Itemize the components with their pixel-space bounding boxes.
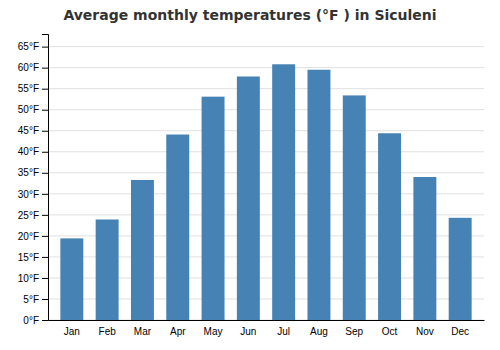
bar [202, 97, 225, 320]
bar [378, 133, 401, 320]
tick-label: 65°F [18, 41, 39, 52]
x-tick: Oct [382, 326, 398, 337]
bar [413, 177, 436, 320]
tick-label: 25°F [18, 210, 39, 221]
tick-label: Oct [382, 326, 398, 337]
bar [166, 135, 189, 320]
grid-line [48, 67, 484, 68]
tick-mark [42, 236, 48, 237]
y-tick: 10°F [18, 273, 48, 284]
tick-label: Dec [451, 326, 469, 337]
bar [60, 238, 83, 320]
tick-label: 10°F [18, 273, 39, 284]
x-tick: Feb [99, 326, 117, 337]
tick-mark [42, 320, 48, 321]
tick-label: Sep [345, 326, 363, 337]
x-tick: Jul [277, 326, 290, 337]
tick-label: 35°F [18, 167, 39, 178]
tick-label: Aug [310, 326, 328, 337]
y-tick: 60°F [18, 62, 48, 73]
tick-label: 55°F [18, 83, 39, 94]
grid-line [48, 46, 484, 47]
chart-container: 0°F 5°F 10°F 15°F 20°F 25°F 30°F 35°F 40°F 45°F 50… [0, 0, 500, 350]
plot: 0°F 5°F 10°F 15°F 20°F 25°F 30°F 35°F 40°F 45°F 50… [18, 35, 485, 338]
y-tick: 50°F [18, 104, 48, 115]
grid [48, 47, 484, 320]
tick-label: 50°F [18, 104, 39, 115]
grid-line [48, 109, 484, 110]
tick-mark [42, 257, 48, 258]
tick-mark [42, 194, 48, 195]
tick-mark [42, 215, 48, 216]
y-tick: 40°F [18, 146, 48, 157]
bar [237, 76, 260, 320]
bar [131, 180, 154, 320]
tick-mark [42, 299, 48, 300]
chart-svg: 0°F 5°F 10°F 15°F 20°F 25°F 30°F 35°F 40°F 45°F 50… [0, 0, 500, 350]
y-tick: 30°F [18, 189, 48, 200]
y-tick: 35°F [18, 167, 48, 178]
tick-label: 30°F [18, 189, 39, 200]
tick-label: Jan [64, 326, 80, 337]
x-tick: Nov [416, 326, 434, 337]
x-axis: Jan Feb Mar Apr May Jun Jul Aug Sep Oct Nov Dec [49, 321, 485, 338]
tick-label: 5°F [23, 294, 39, 305]
tick-label: Nov [416, 326, 434, 337]
tick-mark [42, 173, 48, 174]
axis-domain [49, 320, 485, 321]
tick-label: Apr [170, 326, 186, 337]
x-tick: Dec [451, 326, 469, 337]
tick-label: 60°F [18, 62, 39, 73]
tick-label: Jul [277, 326, 290, 337]
title: Average monthly temperatures (°F ) in Si… [63, 7, 436, 23]
x-tick: May [204, 326, 223, 337]
x-tick: Sep [345, 326, 363, 337]
y-tick: 45°F [18, 125, 48, 136]
bar [343, 95, 366, 320]
y-tick: 65°F [18, 41, 48, 52]
y-tick: 5°F [23, 294, 48, 305]
tick-mark [42, 131, 48, 132]
y-tick: 25°F [18, 210, 48, 221]
y-tick: 55°F [18, 83, 48, 94]
grid-line [48, 151, 484, 152]
bar [307, 70, 330, 320]
tick-label: Mar [134, 326, 152, 337]
bar [96, 219, 119, 320]
bars [60, 64, 471, 320]
grid-line [48, 88, 484, 89]
x-tick: Apr [170, 326, 186, 337]
tick-label: 45°F [18, 125, 39, 136]
x-tick: Jun [240, 326, 256, 337]
grid-line [48, 172, 484, 173]
y-tick: 20°F [18, 231, 48, 242]
tick-mark [42, 278, 48, 279]
tick-mark [42, 68, 48, 69]
bar [272, 64, 295, 320]
tick-label: 0°F [23, 315, 39, 326]
x-tick: Aug [310, 326, 328, 337]
axis-domain [42, 35, 49, 321]
y-tick: 0°F [23, 315, 48, 326]
tick-label: 15°F [18, 252, 39, 263]
y-tick: 15°F [18, 252, 48, 263]
y-axis: 0°F 5°F 10°F 15°F 20°F 25°F 30°F 35°F 40°F 45°F 50… [18, 35, 49, 326]
tick-mark [42, 152, 48, 153]
tick-label: May [204, 326, 223, 337]
grid-line [48, 130, 484, 131]
tick-mark [42, 89, 48, 90]
tick-label: Jun [240, 326, 256, 337]
tick-mark [42, 110, 48, 111]
tick-label: Feb [99, 326, 117, 337]
tick-label: 40°F [18, 146, 39, 157]
tick-label: 20°F [18, 231, 39, 242]
tick-mark [42, 47, 48, 48]
bar [449, 218, 472, 320]
x-tick: Mar [134, 326, 152, 337]
x-tick: Jan [64, 326, 80, 337]
